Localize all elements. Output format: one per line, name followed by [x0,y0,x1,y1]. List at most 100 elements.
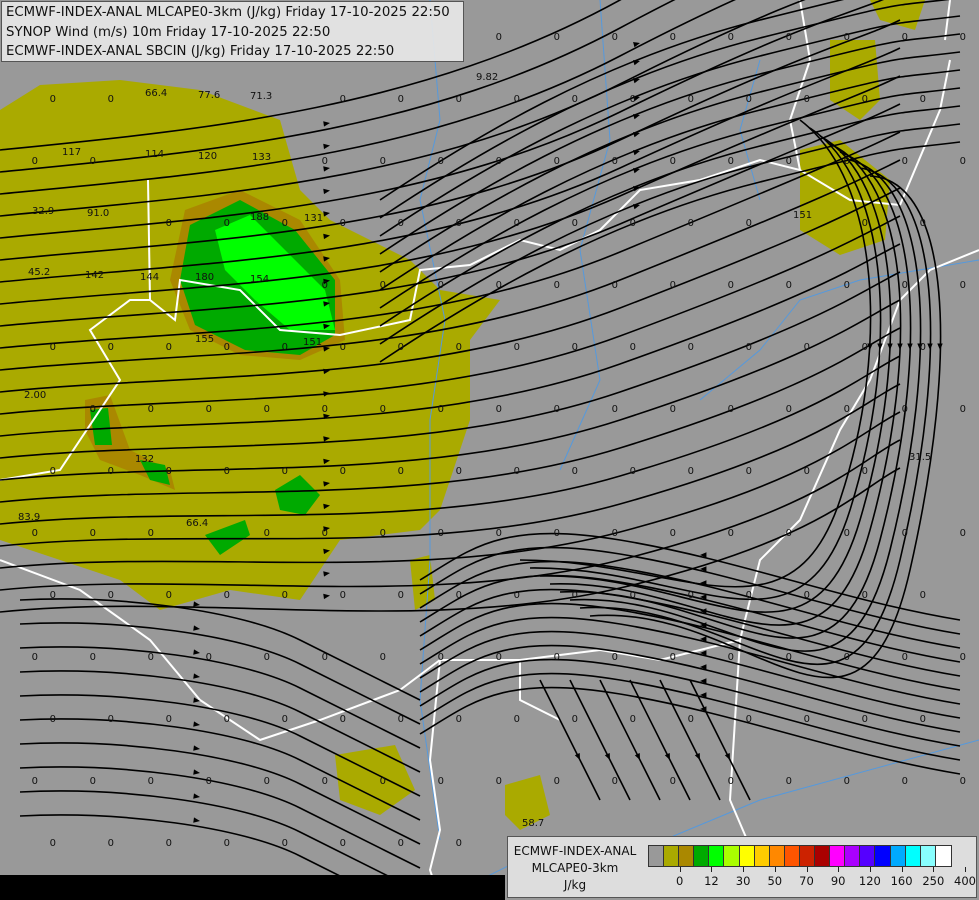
streamline [0,0,676,173]
cape-value-label: 133 [252,152,271,163]
cin-zero-label: 0 [786,404,792,415]
cin-zero-label: 0 [456,94,462,105]
cin-zero-label: 0 [340,218,346,229]
country-border [944,0,951,41]
cin-zero-label: 0 [844,32,850,43]
streamline-arrow-icon [323,346,330,352]
cin-zero-label: 0 [612,156,618,167]
legend-swatch [860,846,876,866]
cin-zero-label: 0 [514,590,520,601]
cin-zero-label: 0 [206,652,212,663]
streamline-arrow-icon [700,580,707,586]
streamline-arrow-icon [193,673,200,679]
streamline-arrow-icon [323,413,330,420]
cin-zero-label: 0 [496,156,502,167]
streamline [19,694,421,797]
streamline-arrow-icon [193,745,200,751]
cin-zero-label: 0 [612,280,618,291]
streamline-arrow-icon [323,323,330,330]
streamline [19,646,421,749]
streamline [379,69,961,291]
legend-swatch [694,846,710,866]
streamline-arrow-icon [323,301,330,307]
legend-tick-label: 30 [735,874,751,888]
streamline [419,574,961,663]
cin-zero-label: 0 [438,652,444,663]
title-cape: ECMWF-INDEX-ANAL MLCAPE0-3km (J/kg) Frid… [6,5,450,20]
cin-zero-label: 0 [612,404,618,415]
cin-zero-label: 0 [380,652,386,663]
cin-zero-label: 0 [746,94,752,105]
cin-zero-label: 0 [902,776,908,787]
streamline [0,75,901,305]
cin-zero-label: 0 [224,466,230,477]
cin-zero-label: 0 [264,652,270,663]
cape-value-label: 188 [250,212,269,223]
streamline [19,598,421,701]
cin-zero-label: 0 [514,218,520,229]
cin-zero-label: 0 [920,714,926,725]
cin-zero-label: 0 [746,714,752,725]
streamline-arrow-icon [193,649,200,655]
country-border [0,249,979,742]
streamline [519,119,872,588]
cape-value-label: 131 [304,213,323,224]
cin-zero-label: 0 [496,32,502,43]
streamline-arrow-icon [633,186,640,192]
cin-zero-label: 0 [844,652,850,663]
cin-zero-label: 0 [804,466,810,477]
cin-zero-label: 0 [224,590,230,601]
streamline-arrow-icon [700,608,707,614]
cin-zero-label: 0 [612,776,618,787]
cin-zero-label: 0 [746,590,752,601]
cin-zero-label: 0 [398,342,404,353]
streamline [419,602,961,691]
streamline [19,670,421,773]
cin-zero-label: 0 [960,404,966,415]
cape-area [335,745,415,815]
streamline [0,131,901,349]
cin-zero-label: 0 [108,94,114,105]
cin-zero-label: 0 [90,404,96,415]
cin-zero-label: 0 [398,838,404,849]
cin-zero-label: 0 [902,32,908,43]
cin-zero-label: 0 [960,776,966,787]
legend-tick [838,867,840,872]
cin-zero-label: 0 [728,776,734,787]
streamline [419,616,961,705]
streamline [19,766,421,869]
streamline-arrow-icon [323,121,330,127]
streamline [379,0,951,219]
cin-zero-label: 0 [50,94,56,105]
cin-zero-label: 0 [862,590,868,601]
cin-zero-label: 0 [282,838,288,849]
cin-zero-label: 0 [670,528,676,539]
cin-zero-label: 0 [438,156,444,167]
streamline-arrow-icon [323,211,330,217]
cin-zero-label: 0 [166,466,172,477]
map-title-box: ECMWF-INDEX-ANAL MLCAPE0-3km (J/kg) Frid… [1,1,464,62]
cin-zero-label: 0 [50,342,56,353]
cape-value-labels: 66.4 77.6 71.3 117 114 120 133 32.9 91.0 188 131 45… [18,72,931,829]
cape-value-label: 66.4 [145,88,167,99]
streamline-arrow-icon [323,548,330,555]
cape-area [410,555,435,610]
legend-tick-label: 0 [676,874,684,888]
cin-zero-label: 0 [50,590,56,601]
cin-zero-label: 0 [166,714,172,725]
streamline [419,532,961,621]
cape-value-label: 117 [62,147,81,158]
cape-value-label: 151 [303,337,322,348]
cin-zero-label: 0 [322,156,328,167]
cin-zero-label: 0 [572,590,578,601]
title-wind: SYNOP Wind (m/s) 10m Friday 17-10-2025 2… [6,24,331,40]
cape-value-label: 32.9 [32,206,54,217]
streamline-arrow-icon [633,204,640,210]
cin-zero-label: 0 [340,466,346,477]
cin-zero-label: 0 [224,218,230,229]
streamline [0,355,901,525]
cin-zero-label: 0 [862,466,868,477]
cin-zero-label: 0 [282,714,288,725]
streamline [379,0,844,201]
